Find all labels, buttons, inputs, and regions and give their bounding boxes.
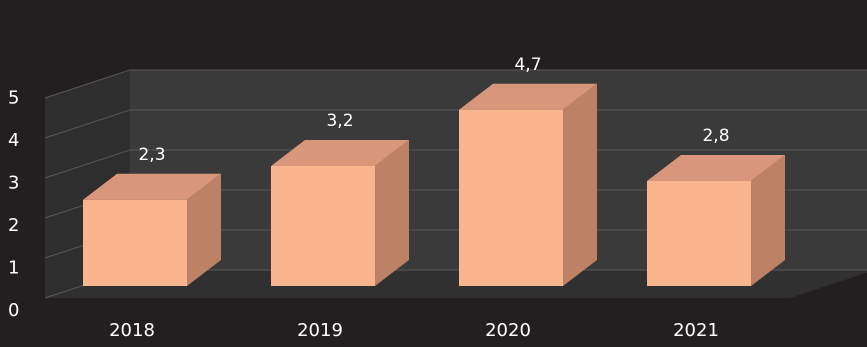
bar-side bbox=[751, 155, 785, 286]
y-tick-label: 3 bbox=[8, 173, 19, 194]
bar-front bbox=[647, 181, 751, 286]
bar-top bbox=[647, 155, 785, 181]
bar-top bbox=[83, 173, 221, 200]
bar-side bbox=[375, 140, 409, 286]
data-labels: 2,3 3,2 4,7 2,8 bbox=[138, 55, 729, 165]
y-tick-label: 2 bbox=[8, 215, 19, 236]
bar bbox=[647, 155, 785, 286]
data-label: 3,2 bbox=[326, 111, 353, 131]
y-axis-ticks: 0 1 2 3 4 5 bbox=[8, 88, 19, 322]
bar bbox=[83, 173, 221, 286]
bars bbox=[83, 83, 785, 286]
bar bbox=[271, 140, 409, 286]
bar-side bbox=[563, 83, 597, 286]
bar-front bbox=[271, 166, 375, 286]
data-label: 4,7 bbox=[514, 55, 541, 75]
data-label: 2,3 bbox=[138, 145, 165, 165]
y-tick-label: 5 bbox=[8, 88, 19, 109]
y-tick-label: 1 bbox=[8, 258, 19, 279]
x-tick-label: 2020 bbox=[485, 320, 531, 341]
y-tick-label: 4 bbox=[8, 130, 19, 151]
gridline-side bbox=[44, 69, 131, 99]
x-tick-label: 2018 bbox=[109, 320, 155, 341]
bar-front bbox=[83, 199, 187, 286]
x-tick-label: 2021 bbox=[673, 320, 719, 341]
bar bbox=[459, 83, 597, 286]
gridline-side bbox=[44, 149, 131, 179]
bar-front bbox=[459, 109, 563, 286]
x-axis-ticks: 2018 2019 2020 2021 bbox=[109, 320, 719, 341]
data-label: 2,8 bbox=[702, 126, 729, 146]
bar-top bbox=[271, 140, 409, 166]
x-tick-label: 2019 bbox=[297, 320, 343, 341]
bar-side bbox=[187, 173, 221, 286]
y-tick-label: 0 bbox=[8, 300, 19, 321]
gridline-side bbox=[44, 109, 131, 139]
bar-top bbox=[459, 83, 597, 110]
